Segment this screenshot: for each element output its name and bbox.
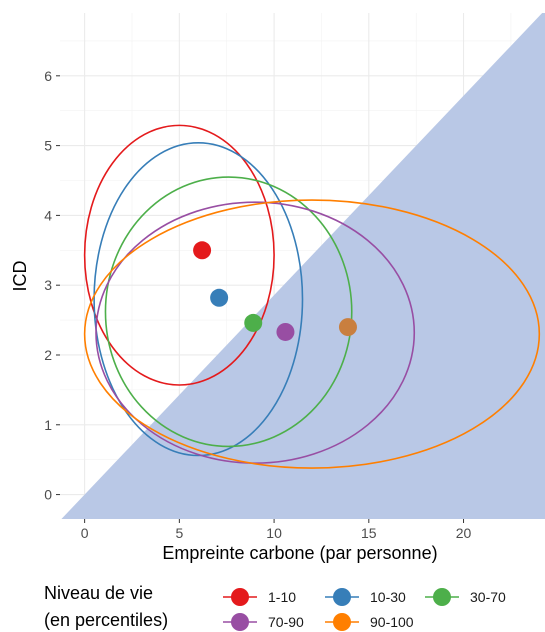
legend-label-1-10: 1-10: [268, 589, 296, 605]
x-tick-label: 5: [175, 525, 183, 541]
legend: Niveau de vie (en percentiles) 1-10 10-30…: [44, 583, 506, 631]
point-90-100: [338, 318, 357, 337]
point-10-30: [210, 288, 229, 307]
point-70-90: [276, 322, 295, 341]
x-tick-label: 15: [361, 525, 377, 541]
legend-label-90-100: 90-100: [370, 614, 414, 630]
legend-key-point-90-100: [333, 613, 351, 631]
legend-title-line-1: Niveau de vie: [44, 583, 153, 603]
legend-key-point-1-10: [231, 588, 249, 606]
ellipse-1-10: [83, 124, 275, 386]
legend-label-70-90: 70-90: [268, 614, 304, 630]
legend-title-line-2: (en percentiles): [44, 610, 168, 630]
x-tick-label: 0: [81, 525, 89, 541]
point-1-10: [193, 241, 212, 260]
legend-key-point-30-70: [433, 588, 451, 606]
legend-key-point-70-90: [231, 613, 249, 631]
legend-label-30-70: 30-70: [470, 589, 506, 605]
axes: 0 5 10 15 20 0 1 2 3 4 5 6: [44, 68, 471, 541]
y-axis-title: ICD: [10, 261, 30, 292]
x-axis-title: Empreinte carbone (par personne): [162, 543, 437, 563]
y-tick-label: 2: [44, 347, 52, 363]
x-tick-label: 20: [456, 525, 472, 541]
ellipse-90-100: [83, 199, 541, 469]
point-30-70: [244, 313, 263, 332]
ellipse-10-30: [93, 142, 304, 457]
x-tick-label: 10: [266, 525, 282, 541]
ellipse-30-70: [104, 176, 353, 448]
legend-label-10-30: 10-30: [370, 589, 406, 605]
y-tick-label: 4: [44, 207, 52, 223]
plot-panel: [60, 13, 545, 519]
y-tick-label: 6: [44, 68, 52, 84]
legend-key-point-10-30: [333, 588, 351, 606]
y-tick-label: 3: [44, 277, 52, 293]
y-tick-label: 0: [44, 487, 52, 503]
shaded-region: [61, 13, 545, 519]
y-tick-label: 1: [44, 417, 52, 433]
y-tick-label: 5: [44, 138, 52, 154]
